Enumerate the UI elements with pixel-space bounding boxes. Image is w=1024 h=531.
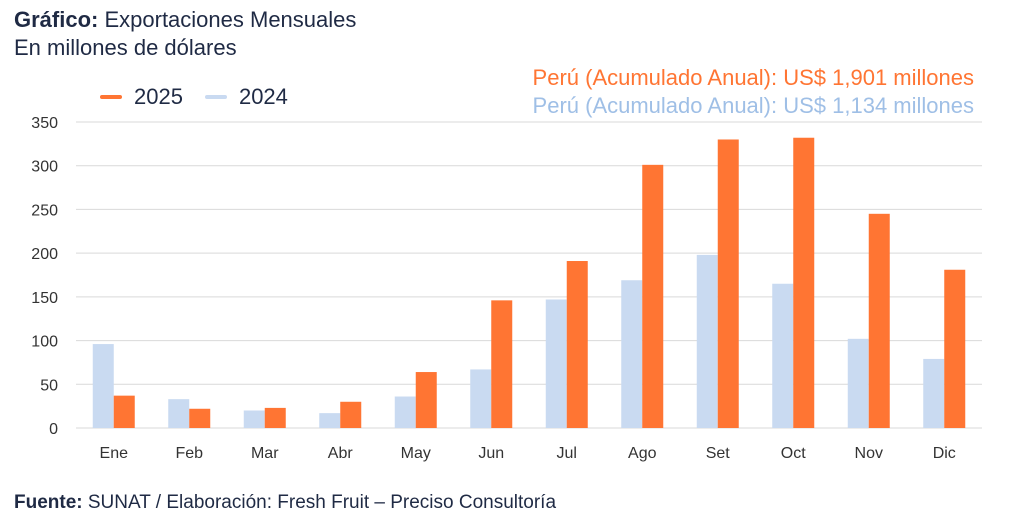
bar-2024 bbox=[923, 358, 945, 428]
bar-2025 bbox=[264, 407, 286, 428]
bar-2025 bbox=[944, 269, 966, 428]
x-tick-label: Mar bbox=[251, 445, 279, 462]
bar-2024 bbox=[319, 413, 341, 428]
bar-2025 bbox=[340, 401, 362, 428]
x-tick-label: Feb bbox=[175, 445, 203, 462]
y-tick-label: 200 bbox=[31, 246, 58, 263]
x-tick-label: Abr bbox=[328, 445, 354, 462]
x-tick-label: Ago bbox=[628, 445, 657, 462]
x-tick-label: Jun bbox=[478, 445, 504, 462]
x-tick-label: Ene bbox=[100, 445, 129, 462]
title-text: Exportaciones Mensuales bbox=[98, 7, 357, 32]
bar-2025 bbox=[113, 395, 135, 428]
source-text: SUNAT / Elaboración: Fresh Fruit – Preci… bbox=[82, 492, 557, 513]
bar-2025 bbox=[868, 213, 890, 428]
x-tick-label: Dic bbox=[933, 445, 956, 462]
bar-2025 bbox=[717, 139, 739, 428]
legend-swatch-2025 bbox=[100, 95, 122, 99]
legend: 2025 2024 bbox=[100, 84, 310, 110]
bar-2024 bbox=[696, 254, 718, 428]
source-note: Fuente: SUNAT / Elaboración: Fresh Fruit… bbox=[14, 492, 556, 514]
bar-2024 bbox=[168, 399, 190, 428]
bar-2024 bbox=[847, 338, 869, 428]
bar-2025 bbox=[793, 137, 815, 429]
bar-2025 bbox=[189, 408, 211, 428]
x-tick-label: Oct bbox=[781, 445, 806, 462]
x-tick-label: Nov bbox=[855, 445, 883, 462]
legend-label-2024: 2024 bbox=[238, 84, 288, 109]
bar-2025 bbox=[415, 372, 437, 428]
legend-item-2024: 2024 bbox=[204, 84, 288, 110]
x-tick-label: May bbox=[401, 445, 431, 462]
bar-2024 bbox=[470, 369, 492, 428]
x-tick-label: Set bbox=[706, 445, 731, 462]
annual-totals: Perú (Acumulado Anual): US$ 1,901 millon… bbox=[533, 64, 974, 120]
y-tick-label: 300 bbox=[31, 159, 58, 176]
y-tick-label: 150 bbox=[31, 290, 58, 307]
bar-2024 bbox=[621, 280, 643, 428]
y-tick-label: 50 bbox=[40, 377, 58, 394]
bar-2025 bbox=[566, 261, 588, 428]
legend-item-2025: 2025 bbox=[100, 84, 183, 110]
source-prefix: Fuente: bbox=[14, 492, 83, 513]
bar-2025 bbox=[642, 164, 664, 428]
title-prefix: Gráfico: bbox=[14, 7, 99, 32]
bar-2024 bbox=[772, 283, 794, 428]
y-tick-label: 0 bbox=[49, 421, 58, 438]
bar-2024 bbox=[394, 396, 416, 428]
y-tick-label: 350 bbox=[31, 115, 58, 132]
bar-2024 bbox=[243, 410, 265, 428]
x-tick-label: Jul bbox=[557, 445, 577, 462]
total-2024: Perú (Acumulado Anual): US$ 1,134 millon… bbox=[532, 93, 974, 118]
chart-subtitle: En millones de dólares bbox=[14, 35, 237, 60]
y-tick-label: 250 bbox=[31, 202, 58, 219]
bar-2024 bbox=[92, 344, 114, 428]
total-2025: Perú (Acumulado Anual): US$ 1,901 millon… bbox=[532, 65, 974, 90]
legend-label-2025: 2025 bbox=[134, 84, 183, 109]
legend-swatch-2024 bbox=[204, 95, 227, 99]
chart-title: Gráfico: Exportaciones Mensuales En mill… bbox=[14, 6, 356, 62]
bar-2024 bbox=[545, 299, 567, 428]
bar-2025 bbox=[491, 300, 513, 428]
y-tick-label: 100 bbox=[31, 334, 58, 351]
